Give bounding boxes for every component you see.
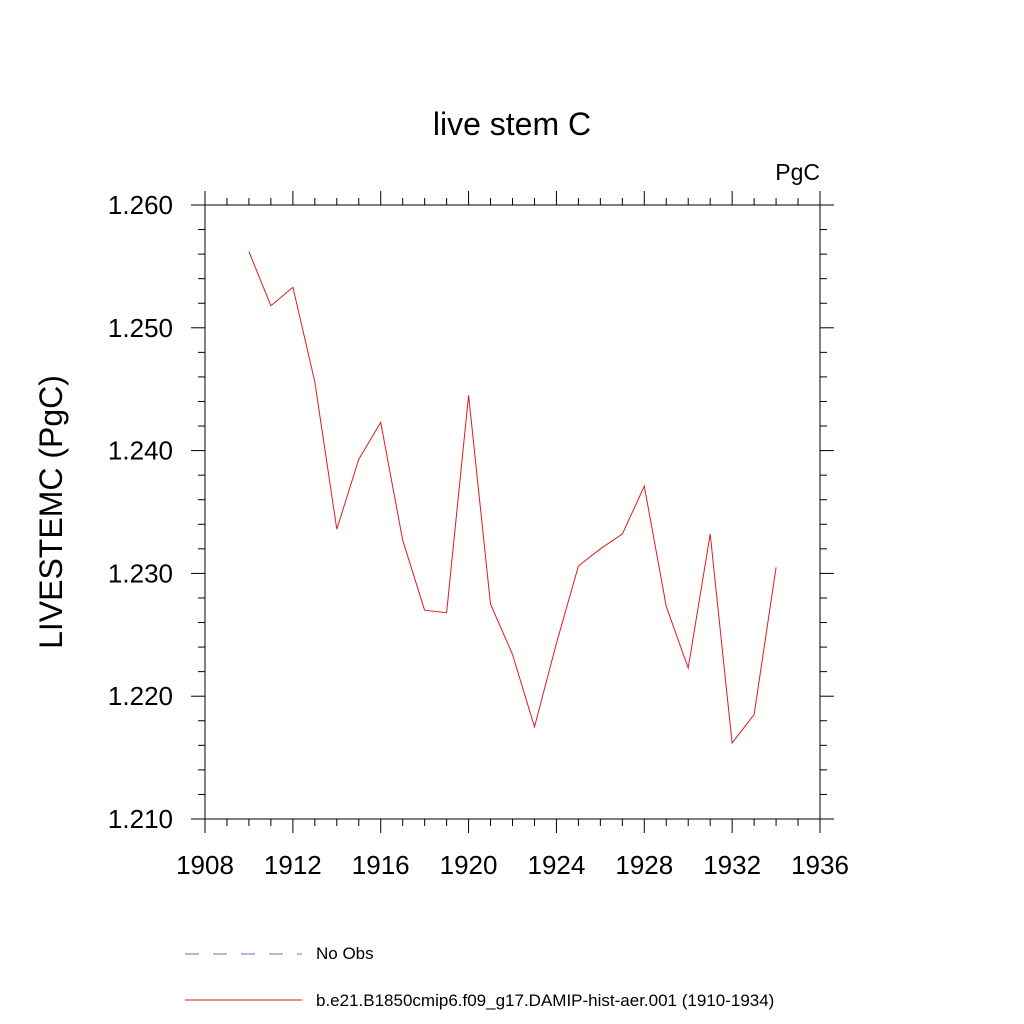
y-tick-labels: 1.210 1.220 1.230 1.240 1.250 1.260 bbox=[108, 190, 173, 834]
units-label: PgC bbox=[775, 159, 820, 185]
y-tick-label: 1.220 bbox=[108, 681, 173, 711]
plot-frame bbox=[204, 204, 821, 820]
x-tick-label: 1920 bbox=[440, 850, 498, 880]
y-tick-label: 1.240 bbox=[108, 436, 173, 466]
x-tick-label: 1928 bbox=[615, 850, 673, 880]
y-tick-label: 1.250 bbox=[108, 313, 173, 343]
y-tick-label: 1.260 bbox=[108, 190, 173, 220]
x-tick-labels: 1908 1912 1916 1920 1924 1928 1932 1936 bbox=[176, 850, 849, 880]
legend-label-no-obs: No Obs bbox=[316, 944, 374, 963]
series-line-model bbox=[248, 251, 777, 745]
legend: No Obs b.e21.B1850cmip6.f09_g17.DAMIP-hi… bbox=[185, 944, 774, 1010]
axis-ticks bbox=[191, 191, 834, 833]
x-tick-label: 1908 bbox=[176, 850, 234, 880]
chart-title: live stem C bbox=[433, 106, 591, 142]
y-axis-label: LIVESTEMC (PgC) bbox=[33, 375, 69, 649]
y-tick-label: 1.230 bbox=[108, 558, 173, 588]
x-tick-label: 1932 bbox=[703, 850, 761, 880]
legend-label-model: b.e21.B1850cmip6.f09_g17.DAMIP-hist-aer.… bbox=[316, 991, 774, 1010]
x-tick-label: 1936 bbox=[791, 850, 849, 880]
x-tick-label: 1916 bbox=[352, 850, 410, 880]
x-tick-label: 1924 bbox=[528, 850, 586, 880]
y-tick-label: 1.210 bbox=[108, 804, 173, 834]
x-tick-label: 1912 bbox=[264, 850, 322, 880]
series-lines bbox=[248, 251, 777, 745]
